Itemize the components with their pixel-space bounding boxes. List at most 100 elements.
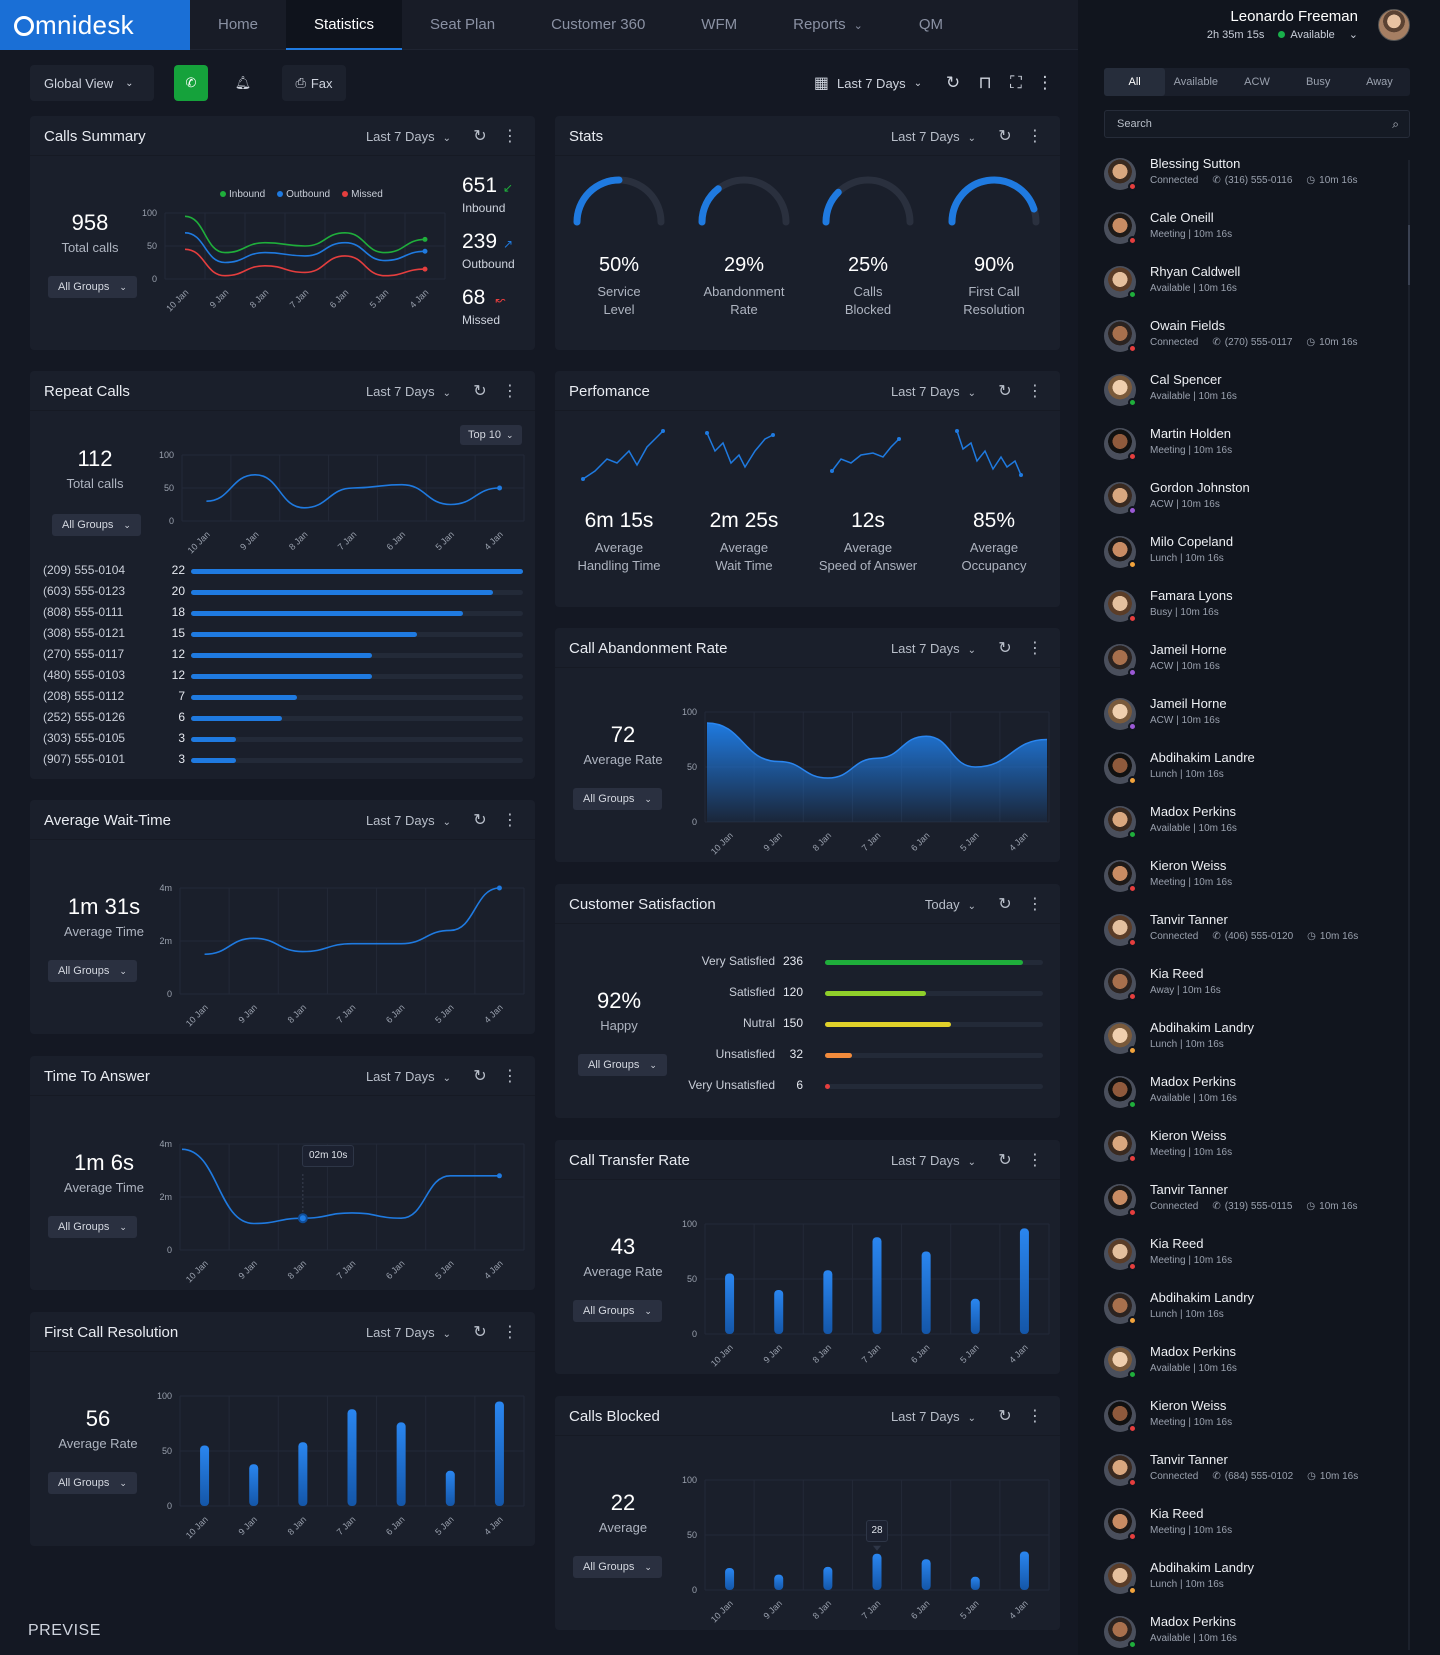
agent-phone[interactable]: (319) 555-0115 — [1224, 1201, 1293, 1212]
scrollbar-thumb[interactable] — [1408, 225, 1410, 285]
group-select[interactable]: All Groups ⌄ — [48, 1472, 137, 1494]
range-select[interactable]: Today ⌄ — [924, 896, 976, 912]
agent-row[interactable]: Madox Perkins Available | 10m 16s — [1104, 1614, 1404, 1655]
agent-row[interactable]: Madox Perkins Available | 10m 16s — [1104, 1074, 1404, 1128]
range-select[interactable]: Last 7 Days ⌄ — [365, 383, 451, 399]
refresh-icon[interactable]: ↻ — [998, 640, 1012, 657]
agent-row[interactable]: Tanvir Tanner Connected ✆ (319) 555-0115 ◷ 10… — [1104, 1182, 1404, 1236]
agent-phone[interactable]: (270) 555-0117 — [1224, 337, 1293, 348]
refresh-icon[interactable]: ↻ — [998, 1408, 1012, 1425]
nav-wfm[interactable]: WFM — [701, 16, 738, 33]
group-select[interactable]: All Groups ⌄ — [48, 1216, 137, 1238]
nav-reports[interactable]: Reports ⌄ — [765, 0, 891, 50]
agent-row[interactable]: Madox Perkins Available | 10m 16s — [1104, 1344, 1404, 1398]
agent-row[interactable]: Tanvir Tanner Connected ✆ (406) 555-0120 ◷ 10… — [1104, 912, 1404, 966]
global-view-select[interactable]: Global View ⌄ — [30, 65, 154, 101]
agent-row[interactable]: Milo Copeland Lunch | 10m 16s — [1104, 534, 1404, 588]
agent-row[interactable]: Gordon Johnston ACW | 10m 16s — [1104, 480, 1404, 534]
refresh-icon[interactable]: ↻ — [945, 73, 961, 92]
agent-row[interactable]: Blessing Sutton Connected ✆ (316) 555-0116 ◷… — [1104, 156, 1404, 210]
range-select[interactable]: Last 7 Days ⌄ — [890, 1152, 976, 1168]
agent-phone[interactable]: (406) 555-0120 — [1224, 931, 1294, 942]
agent-row[interactable]: Abdihakim Landry Lunch | 10m 16s — [1104, 1290, 1404, 1344]
more-icon[interactable]: ⋮ — [502, 1068, 518, 1085]
repeat-phone[interactable]: (208) 555-0112 — [43, 689, 125, 703]
user-status[interactable]: 2h 35m 15s Available ⌄ — [1207, 28, 1358, 42]
group-select[interactable]: All Groups ⌄ — [573, 788, 662, 810]
agent-row[interactable]: Cal Spencer Available | 10m 16s — [1104, 372, 1404, 426]
notification-button[interactable]: 🔔︎ — [226, 65, 260, 101]
user-avatar[interactable] — [1378, 9, 1410, 41]
agent-row[interactable]: Abdihakim Landre Lunch | 10m 16s — [1104, 750, 1404, 804]
range-select[interactable]: Last 7 Days ⌄ — [365, 1324, 451, 1340]
phone-button[interactable]: ✆ — [174, 65, 208, 101]
agent-row[interactable]: Kia Reed Meeting | 10m 16s — [1104, 1506, 1404, 1560]
repeat-phone[interactable]: (308) 555-0121 — [43, 626, 126, 640]
agent-row[interactable]: Jameil Horne ACW | 10m 16s — [1104, 642, 1404, 696]
group-select[interactable]: All Groups ⌄ — [52, 514, 141, 536]
agent-row[interactable]: Abdihakim Landry Lunch | 10m 16s — [1104, 1020, 1404, 1074]
agent-row[interactable]: Owain Fields Connected ✆ (270) 555-0117 ◷ 10m… — [1104, 318, 1404, 372]
agent-row[interactable]: Kia Reed Away | 10m 16s — [1104, 966, 1404, 1020]
group-select[interactable]: All Groups ⌄ — [578, 1054, 667, 1076]
agent-row[interactable]: Kieron Weiss Meeting | 10m 16s — [1104, 1128, 1404, 1182]
range-select[interactable]: Last 7 Days ⌄ — [365, 812, 451, 828]
user-box[interactable]: Leonardo Freeman 2h 35m 15s Available ⌄ — [1078, 0, 1440, 50]
range-select[interactable]: Last 7 Days ⌄ — [365, 128, 451, 144]
more-icon[interactable]: ⋮ — [1027, 1152, 1043, 1169]
nav-qm[interactable]: QM — [918, 16, 944, 33]
agent-row[interactable]: Cale Oneill Meeting | 10m 16s — [1104, 210, 1404, 264]
lock-icon[interactable]: ⊓ — [978, 73, 992, 92]
group-select[interactable]: All Groups ⌄ — [48, 276, 137, 298]
repeat-phone[interactable]: (209) 555-0104 — [43, 563, 126, 577]
refresh-icon[interactable]: ↻ — [473, 812, 487, 829]
range-select[interactable]: Last 7 Days ⌄ — [890, 1408, 976, 1424]
repeat-phone[interactable]: (252) 555-0126 — [43, 710, 126, 724]
more-icon[interactable]: ⋮ — [1036, 73, 1054, 92]
refresh-icon[interactable]: ↻ — [998, 128, 1012, 145]
range-select[interactable]: Last 7 Days ⌄ — [890, 128, 976, 144]
tab-busy[interactable]: Busy — [1305, 76, 1331, 88]
more-icon[interactable]: ⋮ — [502, 812, 518, 829]
refresh-icon[interactable]: ↻ — [998, 383, 1012, 400]
agent-row[interactable]: Jameil Horne ACW | 10m 16s — [1104, 696, 1404, 750]
tab-acw[interactable]: ACW — [1244, 76, 1270, 88]
group-select[interactable]: All Groups ⌄ — [573, 1556, 662, 1578]
agent-phone[interactable]: (316) 555-0116 — [1224, 175, 1293, 186]
nav-home[interactable]: Home — [218, 16, 259, 33]
repeat-phone[interactable]: (808) 555-0111 — [43, 605, 124, 619]
scrollbar[interactable] — [1408, 160, 1410, 1650]
more-icon[interactable]: ⋮ — [1027, 128, 1043, 145]
tab-all[interactable]: All — [1104, 68, 1166, 96]
more-icon[interactable]: ⋮ — [1027, 896, 1043, 913]
more-icon[interactable]: ⋮ — [1027, 1408, 1043, 1425]
fax-button[interactable]: ⎙ Fax — [282, 65, 346, 101]
range-select[interactable]: Last 7 Days ⌄ — [365, 1068, 451, 1084]
repeat-phone[interactable]: (907) 555-0101 — [43, 752, 126, 766]
agent-row[interactable]: Famara Lyons Busy | 10m 16s — [1104, 588, 1404, 642]
top10-select[interactable]: Top 10 ⌄ — [460, 425, 522, 445]
nav-seat-plan[interactable]: Seat Plan — [430, 16, 496, 33]
refresh-icon[interactable]: ↻ — [473, 128, 487, 145]
agent-row[interactable]: Kia Reed Meeting | 10m 16s — [1104, 1236, 1404, 1290]
repeat-phone[interactable]: (480) 555-0103 — [43, 668, 126, 682]
more-icon[interactable]: ⋮ — [502, 383, 518, 400]
agent-row[interactable]: Rhyan Caldwell Available | 10m 16s — [1104, 264, 1404, 318]
fullscreen-icon[interactable]: ⛶ — [1010, 73, 1022, 92]
refresh-icon[interactable]: ↻ — [473, 1068, 487, 1085]
nav-customer-360[interactable]: Customer 360 — [551, 16, 646, 33]
tab-available[interactable]: Available — [1173, 76, 1219, 88]
app-logo[interactable]: mnidesk — [0, 0, 190, 50]
nav-statistics[interactable]: Statistics — [286, 0, 403, 50]
more-icon[interactable]: ⋮ — [1027, 383, 1043, 400]
agent-row[interactable]: Madox Perkins Available | 10m 16s — [1104, 804, 1404, 858]
refresh-icon[interactable]: ↻ — [473, 1324, 487, 1341]
group-select[interactable]: All Groups ⌄ — [48, 960, 137, 982]
refresh-icon[interactable]: ↻ — [473, 383, 487, 400]
refresh-icon[interactable]: ↻ — [998, 896, 1012, 913]
agent-row[interactable]: Abdihakim Landry Lunch | 10m 16s — [1104, 1560, 1404, 1614]
chevron-down-icon[interactable]: ⌄ — [1348, 29, 1358, 41]
range-select[interactable]: Last 7 Days ⌄ — [890, 640, 976, 656]
more-icon[interactable]: ⋮ — [1027, 640, 1043, 657]
repeat-phone[interactable]: (303) 555-0105 — [43, 731, 126, 745]
